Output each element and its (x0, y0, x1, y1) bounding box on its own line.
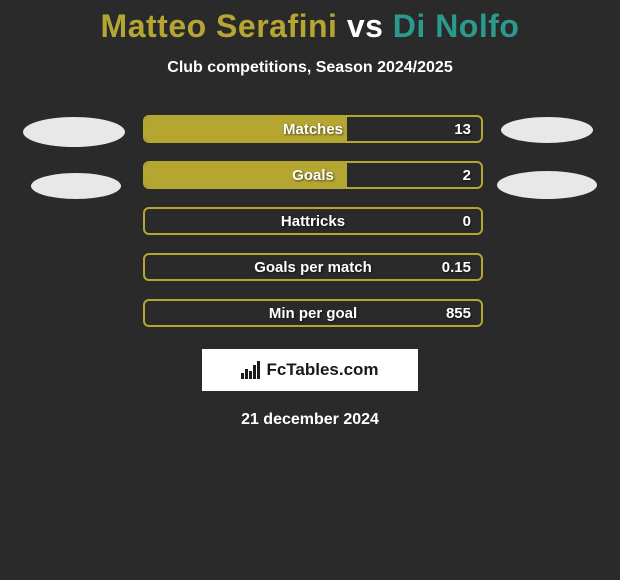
stat-bar-label: Min per goal (145, 301, 481, 325)
avatar (501, 117, 593, 143)
stat-bar: Matches13 (143, 115, 483, 143)
avatar (497, 171, 597, 199)
stat-bar-value: 855 (446, 301, 471, 325)
avatar (23, 117, 125, 147)
page-title: Matteo Serafini vs Di Nolfo (0, 8, 620, 45)
right-avatar-column (501, 115, 597, 199)
stat-bar: Min per goal855 (143, 299, 483, 327)
stat-bar-label: Hattricks (145, 209, 481, 233)
stat-bar-value: 13 (454, 117, 471, 141)
stat-bar-value: 2 (463, 163, 471, 187)
player2-name: Di Nolfo (393, 8, 520, 44)
avatar (31, 173, 121, 199)
left-avatar-column (23, 115, 125, 199)
vs-text: vs (347, 8, 384, 44)
stat-bar-label: Matches (145, 117, 481, 141)
stat-bar-value: 0 (463, 209, 471, 233)
brand-text: FcTables.com (266, 360, 378, 380)
stat-bars: Matches13 Goals2 Hattricks0 Goals per match… (143, 115, 483, 327)
date-text: 21 december 2024 (0, 411, 620, 429)
bar-chart-icon (241, 361, 260, 379)
stat-bar: Goals per match0.15 (143, 253, 483, 281)
brand-box: FcTables.com (202, 349, 418, 391)
infographic-container: Matteo Serafini vs Di Nolfo Club competi… (0, 0, 620, 429)
player1-name: Matteo Serafini (101, 8, 338, 44)
stat-bar-label: Goals per match (145, 255, 481, 279)
stat-bar: Hattricks0 (143, 207, 483, 235)
stat-bar-label: Goals (145, 163, 481, 187)
stat-bar: Goals2 (143, 161, 483, 189)
stat-bar-value: 0.15 (442, 255, 471, 279)
stats-area: Matches13 Goals2 Hattricks0 Goals per match… (0, 115, 620, 327)
subtitle: Club competitions, Season 2024/2025 (0, 59, 620, 77)
